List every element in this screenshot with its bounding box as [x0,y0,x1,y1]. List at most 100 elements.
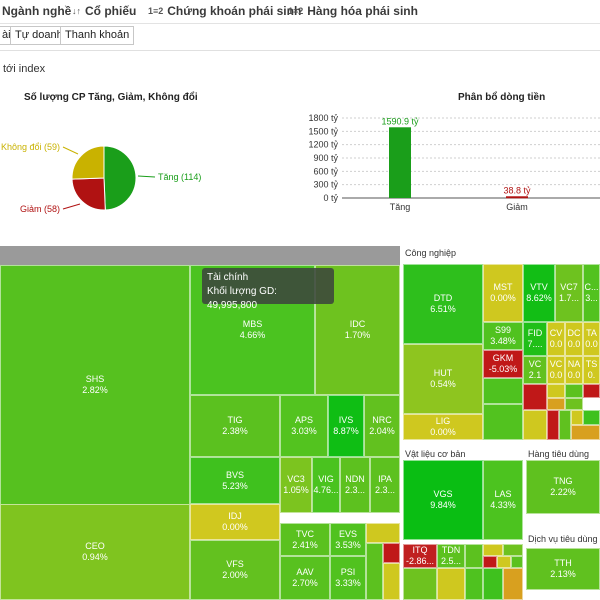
heatmap-cell[interactable]: C... 3... [583,264,600,322]
heatmap-cell[interactable]: TVC 2.41% [280,523,330,556]
heatmap-cell-small[interactable] [547,410,559,440]
heatmap-cell[interactable]: VGS 9.84% [403,460,483,540]
heatmap-cell-small[interactable] [571,410,583,425]
nav-nganh-nghe[interactable]: Ngành nghề [2,4,71,18]
heatmap-cell[interactable]: BVS 5.23% [190,457,280,504]
nav-co-phieu[interactable]: ↓↑ Cổ phiếu [72,4,136,18]
cell-ticker: VC [528,359,542,369]
heatmap-cell-small[interactable] [565,384,583,398]
heatmap-cell[interactable]: MST 0.00% [483,264,523,322]
heatmap-cell[interactable]: VIG 4.76... [312,457,340,513]
index-link[interactable]: tới index [3,63,46,75]
heatmap-cell-small[interactable] [511,556,523,568]
heatmap-cell[interactable]: LIG 0.00% [403,414,483,440]
tooltip-label: Khối lượng GD: [207,286,277,297]
heatmap-cell[interactable]: DC 0.0 [565,322,583,356]
heatmap-cell-small[interactable] [437,568,465,600]
heatmap-cell[interactable]: VTV 8.62% [523,264,555,322]
cell-change: 1.70% [344,330,371,340]
heatmap-cell[interactable]: NA 0.0 [565,356,583,384]
heatmap-cell-small[interactable] [465,568,483,600]
pie-slice[interactable] [71,177,106,211]
heatmap-cell[interactable]: IDJ 0.00% [190,504,280,540]
heatmap-cell-small[interactable] [523,384,547,410]
heatmap-cell-small[interactable] [483,404,523,440]
cell-change: 0.0 [549,339,563,349]
nav-chung-khoan-phai-sinh[interactable]: 1≡2 Chứng khoán phái sinh [148,4,301,18]
nav-hang-hoa-phai-sinh[interactable]: 1≡2 Hàng hóa phái sinh [288,4,418,18]
heatmap-cell-small[interactable] [559,410,571,440]
bar[interactable] [506,196,528,199]
heatmap-cell[interactable]: PSI 3.33% [330,556,366,600]
heatmap-cell[interactable]: ITQ -2.86... [403,544,437,568]
heatmap-cell-small[interactable] [547,398,565,410]
heatmap-cell[interactable]: SHS 2.82% [0,265,190,505]
cell-change: 2.1 [528,370,542,380]
heatmap-cell[interactable]: TIG 2.38% [190,395,280,457]
heatmap-cell-small[interactable] [583,410,600,425]
tab-thanh-khoan[interactable]: Thanh khoản [60,26,135,45]
heatmap-cell[interactable]: VC 0.0 [547,356,565,384]
heatmap-cell[interactable]: VC 2.1 [523,356,547,384]
cell-ticker: VC3 [287,474,305,484]
pie-leader-line [62,146,79,155]
pie-chart-title: Số lượng CP Tăng, Giảm, Không đổi [24,92,198,103]
heatmap-cell[interactable]: S99 3.48% [483,322,523,350]
heatmap-cell-small[interactable] [483,544,503,556]
cell-change: 5.23% [222,480,248,491]
heatmap-cell[interactable]: HUT 0.54% [403,344,483,414]
heatmap-cell[interactable]: CEO 0.94% [0,504,190,600]
heatmap-cell-small[interactable] [503,544,523,556]
heatmap-cell[interactable]: APS 3.03% [280,395,328,457]
bar[interactable] [389,127,411,198]
heatmap-cell-small[interactable] [571,425,600,440]
cell-ticker: TDN [441,545,461,555]
pie-slice[interactable] [71,145,105,180]
cell-change: 2.04% [369,426,395,436]
cell-change: 2.3... [344,485,365,495]
list-number-icon: 1≡2 [148,6,164,16]
heatmap-cell[interactable]: NDN 2.3... [340,457,370,513]
heatmap-cell[interactable]: NRC 2.04% [364,395,400,457]
tooltip-line: Khối lượng GD: 49,995,800 [207,285,329,313]
heatmap-cell[interactable]: VFS 2.00% [190,540,280,600]
heatmap-cell[interactable]: TTH 2.13% [526,548,600,590]
heatmap-cell[interactable]: GKM -5.03% [483,350,523,378]
heatmap-cell-small[interactable] [483,568,503,600]
heatmap-cell-small[interactable] [523,410,547,440]
heatmap-cell[interactable]: VC3 1.05% [280,457,312,513]
heatmap-cell-small[interactable] [366,543,383,600]
pie-slice[interactable] [103,145,137,211]
cell-ticker: BVS [225,469,244,480]
heatmap-cell-small[interactable] [383,563,400,600]
heatmap-cell-small[interactable] [483,556,497,568]
heatmap-cell-small[interactable] [403,568,437,600]
sector-header-bar [0,246,400,265]
heatmap-cell-small[interactable] [483,378,523,404]
heatmap-cell-small[interactable] [547,384,565,398]
heatmap-cell[interactable]: IVS 8.87% [328,395,364,457]
heatmap-cell-small[interactable] [383,543,400,563]
heatmap-cell-small[interactable] [366,523,400,543]
heatmap-cell[interactable]: AAV 2.70% [280,556,330,600]
heatmap-cell[interactable]: TS 0. [583,356,600,384]
heatmap-cell-small[interactable] [497,556,511,568]
heatmap-cell-small[interactable] [565,398,583,410]
heatmap-cell-small[interactable] [583,384,600,398]
heatmap-cell[interactable]: EVS 3.53% [330,523,366,556]
heatmap-cell[interactable]: TDN 2.5... [437,544,465,568]
heatmap-cell[interactable]: CV 0.0 [547,322,565,356]
heatmap-cell[interactable]: LAS 4.33% [483,460,523,540]
heatmap-cell-small[interactable] [465,544,483,568]
heatmap-cell[interactable]: IPA 2.3... [370,457,400,513]
y-tick-label: 300 tỷ [313,180,338,190]
heatmap-cell[interactable]: DTD 6.51% [403,264,483,344]
y-tick-label: 600 tỷ [313,166,338,176]
heatmap-cell[interactable]: VC7 1.7... [555,264,583,322]
heatmap-cell[interactable]: TNG 2.22% [526,460,600,514]
heatmap-cell[interactable]: TA 0.0 [583,322,600,356]
cell-change: 2.38% [222,426,248,436]
heatmap-cell-small[interactable] [503,568,523,600]
cell-ticker: VGS [433,489,453,499]
heatmap-cell[interactable]: FID 7.... [523,322,547,356]
